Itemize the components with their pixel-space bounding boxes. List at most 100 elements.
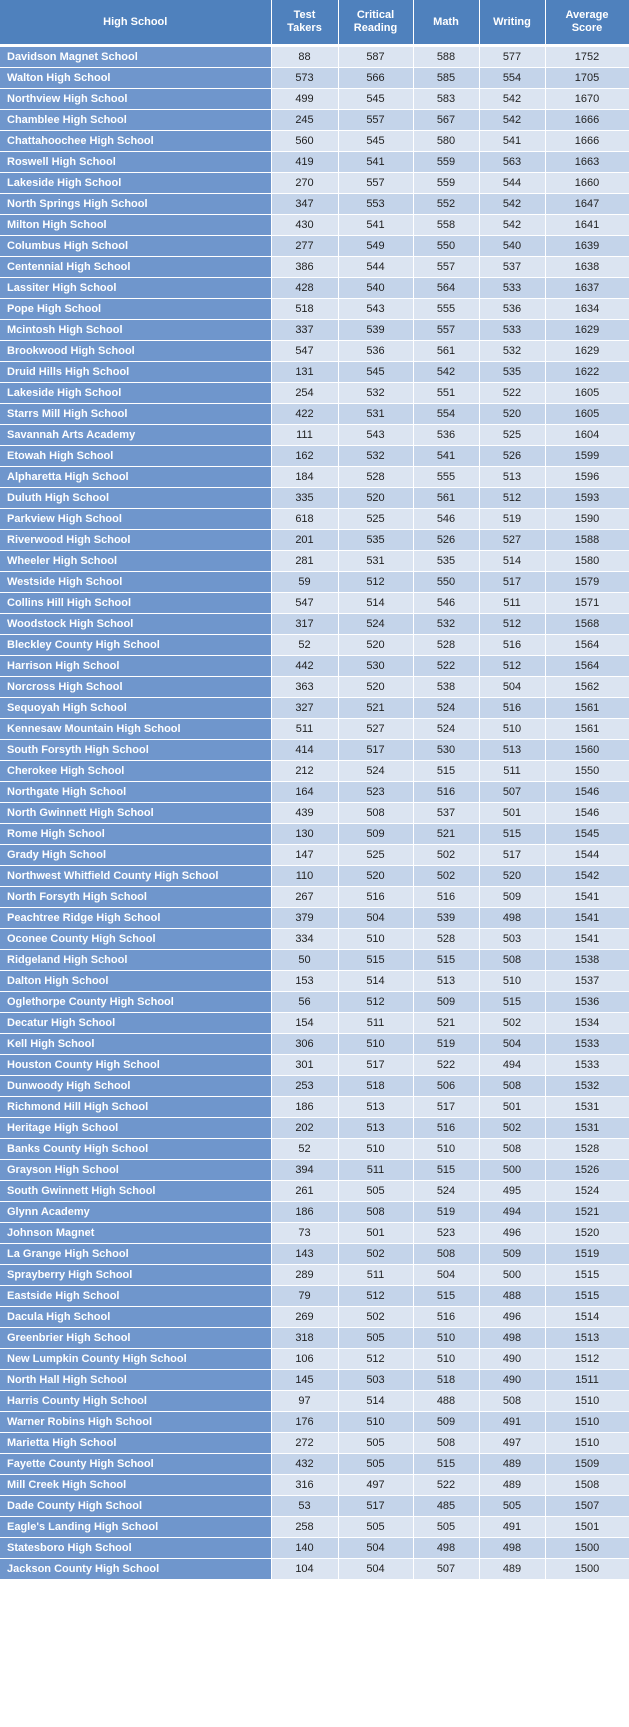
writing-cell: 544 <box>479 172 546 194</box>
table-row: Statesboro High School 140 504 498 498 1500 <box>0 1537 629 1559</box>
table-row: Etowah High School 162 532 541 526 1599 <box>0 445 629 467</box>
math-cell: 519 <box>413 1033 480 1055</box>
writing-cell: 533 <box>479 319 546 341</box>
average-score-cell: 1533 <box>545 1033 629 1055</box>
table-row: Sequoyah High School 327 521 524 516 1561 <box>0 697 629 719</box>
test-takers-cell: 140 <box>271 1537 339 1559</box>
math-cell: 522 <box>413 1474 480 1496</box>
writing-cell: 517 <box>479 844 546 866</box>
critical-reading-cell: 557 <box>338 109 414 131</box>
critical-reading-cell: 511 <box>338 1012 414 1034</box>
test-takers-cell: 428 <box>271 277 339 299</box>
table-row: Marietta High School 272 505 508 497 1510 <box>0 1432 629 1454</box>
table-row: Sprayberry High School 289 511 504 500 1515 <box>0 1264 629 1286</box>
writing-cell: 512 <box>479 487 546 509</box>
table-row: Mill Creek High School 316 497 522 489 1508 <box>0 1474 629 1496</box>
test-takers-cell: 334 <box>271 928 339 950</box>
school-name-cell: North Gwinnett High School <box>0 802 272 824</box>
test-takers-cell: 316 <box>271 1474 339 1496</box>
critical-reading-cell: 504 <box>338 907 414 929</box>
average-score-cell: 1520 <box>545 1222 629 1244</box>
average-score-cell: 1580 <box>545 550 629 572</box>
test-takers-cell: 245 <box>271 109 339 131</box>
table-row: Peachtree Ridge High School 379 504 539 498 1… <box>0 907 629 929</box>
math-cell: 508 <box>413 1432 480 1454</box>
average-score-cell: 1561 <box>545 718 629 740</box>
writing-cell: 541 <box>479 130 546 152</box>
writing-cell: 519 <box>479 508 546 530</box>
school-name-cell: Harris County High School <box>0 1390 272 1412</box>
school-name-cell: North Forsyth High School <box>0 886 272 908</box>
writing-cell: 540 <box>479 235 546 257</box>
math-cell: 588 <box>413 45 480 68</box>
table-row: Dade County High School 53 517 485 505 1507 <box>0 1495 629 1517</box>
table-row: Decatur High School 154 511 521 502 1534 <box>0 1012 629 1034</box>
math-cell: 506 <box>413 1075 480 1097</box>
test-takers-cell: 306 <box>271 1033 339 1055</box>
critical-reading-cell: 525 <box>338 844 414 866</box>
table-row: Northgate High School 164 523 516 507 1546 <box>0 781 629 803</box>
average-score-cell: 1634 <box>545 298 629 320</box>
math-cell: 546 <box>413 508 480 530</box>
test-takers-cell: 52 <box>271 1138 339 1160</box>
writing-cell: 504 <box>479 676 546 698</box>
test-takers-cell: 202 <box>271 1117 339 1139</box>
writing-cell: 509 <box>479 886 546 908</box>
math-cell: 488 <box>413 1390 480 1412</box>
test-takers-cell: 164 <box>271 781 339 803</box>
table-row: Fayette County High School 432 505 515 489 15… <box>0 1453 629 1475</box>
table-row: Duluth High School 335 520 561 512 1593 <box>0 487 629 509</box>
school-name-cell: Kennesaw Mountain High School <box>0 718 272 740</box>
school-name-cell: Cherokee High School <box>0 760 272 782</box>
math-cell: 536 <box>413 424 480 446</box>
math-cell: 561 <box>413 340 480 362</box>
table-row: Chamblee High School 245 557 567 542 1666 <box>0 109 629 131</box>
header-row: High School Test Takers Critical Reading Ma… <box>0 0 629 47</box>
test-takers-cell: 56 <box>271 991 339 1013</box>
test-takers-cell: 317 <box>271 613 339 635</box>
table-row: Northwest Whitfield County High School 11… <box>0 865 629 887</box>
test-takers-cell: 442 <box>271 655 339 677</box>
test-takers-cell: 379 <box>271 907 339 929</box>
average-score-cell: 1637 <box>545 277 629 299</box>
math-cell: 541 <box>413 445 480 467</box>
test-takers-cell: 547 <box>271 592 339 614</box>
critical-reading-cell: 514 <box>338 592 414 614</box>
test-takers-cell: 499 <box>271 88 339 110</box>
school-name-cell: Roswell High School <box>0 151 272 173</box>
table-row: Columbus High School 277 549 550 540 1639 <box>0 235 629 257</box>
critical-reading-cell: 508 <box>338 802 414 824</box>
table-row: North Gwinnett High School 439 508 537 501 15… <box>0 802 629 824</box>
math-cell: 524 <box>413 697 480 719</box>
sat-scores-table-container: High School Test Takers Critical Reading Ma… <box>0 0 629 1580</box>
writing-cell: 537 <box>479 256 546 278</box>
critical-reading-cell: 505 <box>338 1432 414 1454</box>
critical-reading-cell: 531 <box>338 550 414 572</box>
critical-reading-cell: 536 <box>338 340 414 362</box>
average-score-cell: 1500 <box>545 1558 629 1580</box>
critical-reading-cell: 511 <box>338 1159 414 1181</box>
test-takers-cell: 289 <box>271 1264 339 1286</box>
test-takers-cell: 176 <box>271 1411 339 1433</box>
average-score-cell: 1605 <box>545 382 629 404</box>
school-name-cell: Greenbrier High School <box>0 1327 272 1349</box>
writing-cell: 522 <box>479 382 546 404</box>
test-takers-cell: 130 <box>271 823 339 845</box>
math-cell: 580 <box>413 130 480 152</box>
test-takers-cell: 88 <box>271 45 339 68</box>
writing-cell: 542 <box>479 214 546 236</box>
average-score-cell: 1528 <box>545 1138 629 1160</box>
writing-cell: 577 <box>479 45 546 68</box>
school-name-cell: Davidson Magnet School <box>0 45 272 68</box>
writing-cell: 520 <box>479 403 546 425</box>
table-row: Glynn Academy 186 508 519 494 1521 <box>0 1201 629 1223</box>
test-takers-cell: 73 <box>271 1222 339 1244</box>
school-name-cell: Mill Creek High School <box>0 1474 272 1496</box>
test-takers-cell: 335 <box>271 487 339 509</box>
table-row: Dalton High School 153 514 513 510 1537 <box>0 970 629 992</box>
school-name-cell: Ridgeland High School <box>0 949 272 971</box>
average-score-cell: 1666 <box>545 130 629 152</box>
test-takers-cell: 363 <box>271 676 339 698</box>
school-name-cell: Riverwood High School <box>0 529 272 551</box>
writing-cell: 513 <box>479 739 546 761</box>
